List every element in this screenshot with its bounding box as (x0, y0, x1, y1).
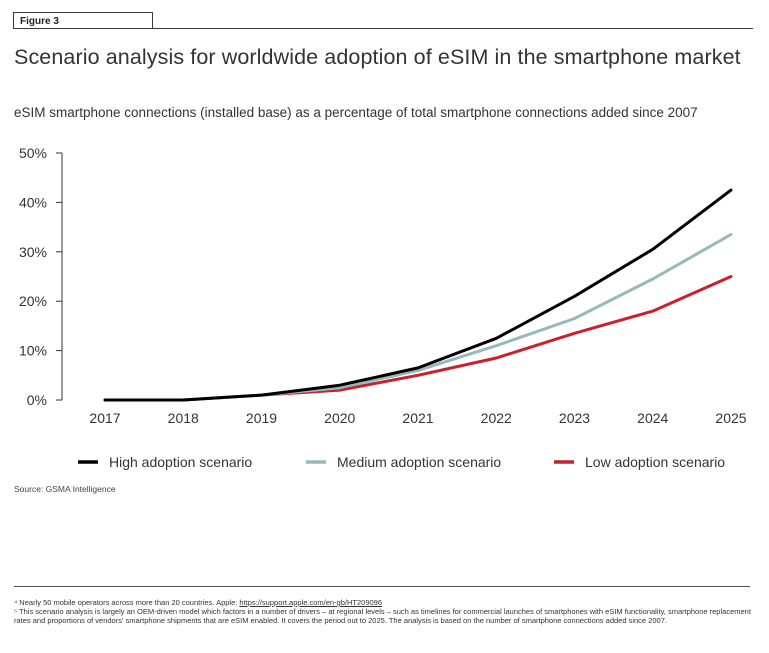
apple-support-link[interactable]: https://support.apple.com/en-gb/HT209096 (239, 598, 383, 607)
y-tick-label: 30% (19, 244, 47, 260)
footnote-4: ⁴ Nearly 50 mobile operators across more… (14, 598, 754, 607)
chart: 0%10%20%30%40%50% 2017 2018 2019 2020 2021 20… (19, 145, 747, 470)
y-tick-label: 50% (19, 145, 47, 161)
legend-label: High adoption scenario (109, 454, 252, 470)
series-line (103, 275, 733, 402)
footnote-rule (14, 586, 750, 587)
legend-label: Low adoption scenario (585, 454, 725, 470)
chart-subtitle: eSIM smartphone connections (installed b… (14, 105, 698, 120)
x-axis: 2017 2018 2019 2020 2021 2022 2023 2024 2025 (89, 410, 746, 426)
x-tick-label: 2017 (89, 410, 120, 426)
legend-label: Medium adoption scenario (337, 454, 501, 470)
y-tick-label: 20% (19, 293, 47, 309)
x-tick-label: 2019 (246, 410, 277, 426)
x-tick-label: 2025 (715, 410, 746, 426)
x-tick-label: 2023 (559, 410, 590, 426)
legend: High adoption scenario Medium adoption sc… (78, 454, 725, 470)
series-lines (103, 188, 733, 402)
x-tick-label: 2022 (481, 410, 512, 426)
y-axis: 0% 10% 20% 30% 40% 50% (19, 145, 63, 408)
figure-label: Figure 3 (13, 12, 153, 29)
footnote-4-text: ⁴ Nearly 50 mobile operators across more… (14, 598, 240, 607)
chart-title: Scenario analysis for worldwide adoption… (14, 45, 741, 69)
x-tick-label: 2020 (324, 410, 355, 426)
x-tick-label: 2018 (168, 410, 199, 426)
y-tick-label: 0% (27, 392, 47, 408)
y-tick-label: 10% (19, 343, 47, 359)
footnotes: ⁴ Nearly 50 mobile operators across more… (14, 598, 754, 625)
x-tick-label: 2021 (402, 410, 433, 426)
x-tick-label: 2024 (637, 410, 668, 426)
footnote-5: ⁵ This scenario analysis is largely an O… (14, 607, 751, 625)
source-note: Source: GSMA Intelligence (14, 484, 116, 494)
y-tick-label: 40% (19, 194, 47, 210)
figure-rule (153, 28, 753, 29)
series-line (103, 188, 733, 402)
